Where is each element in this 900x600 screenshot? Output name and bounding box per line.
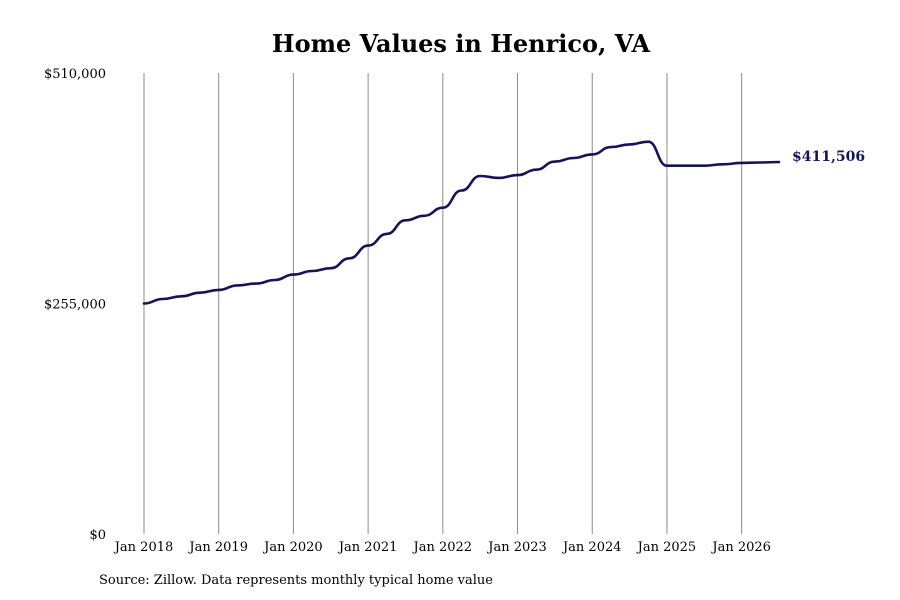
x-tick-label: Jan 2019 [187,540,248,555]
y-tick-label: $0 [89,528,106,543]
home-value-line [142,140,781,305]
source-note: Source: Zillow. Data represents monthly … [99,573,493,588]
gridlines [143,73,743,534]
x-tick-label: Jan 2018 [113,540,174,555]
x-tick-label: Jan 2023 [486,540,547,555]
x-tick-label: Jan 2021 [337,540,398,555]
end-value-label: $411,506 [792,149,865,165]
x-tick-label: Jan 2020 [262,540,323,555]
x-tick-label: Jan 2025 [636,540,697,555]
x-axis-labels: Jan 2018 Jan 2019 Jan 2020 Jan 2021 Jan 2022… [113,540,771,555]
chart-title: Home Values in Henrico, VA [272,29,651,58]
y-tick-label: $255,000 [44,298,106,313]
x-tick-label: Jan 2022 [412,540,473,555]
y-axis-labels: $0 $255,000 $510,000 [44,67,106,543]
x-tick-label: Jan 2024 [561,540,622,555]
x-tick-label: Jan 2026 [710,540,771,555]
y-tick-label: $510,000 [44,67,106,82]
